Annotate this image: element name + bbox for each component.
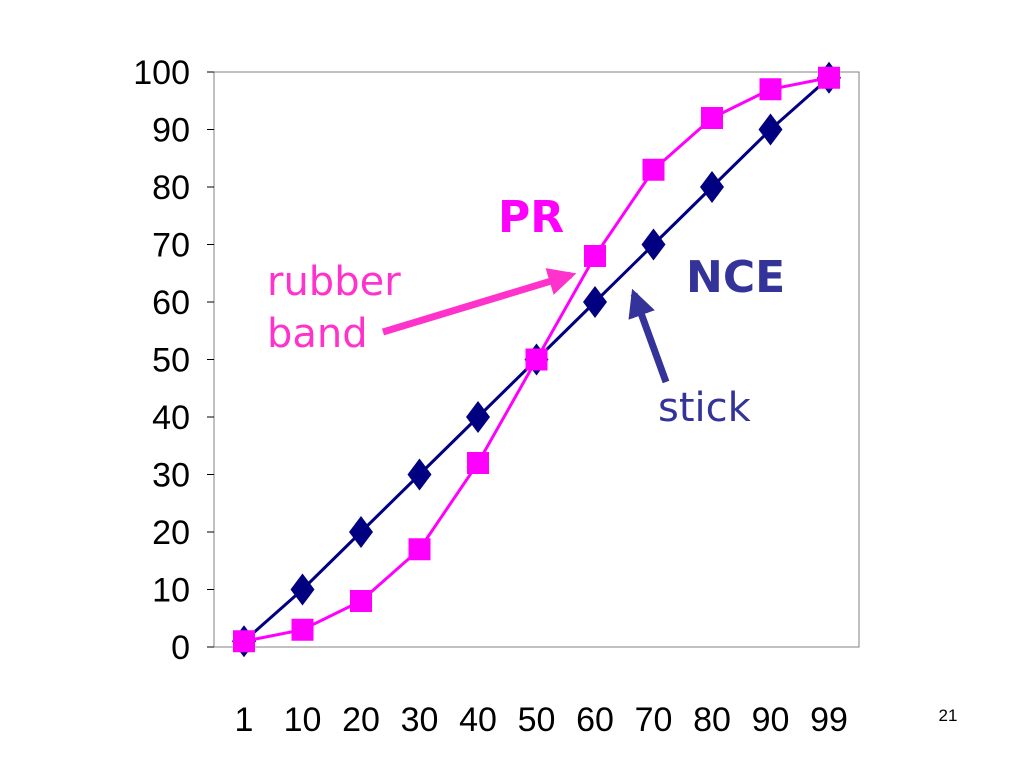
- x-tick-label: 30: [401, 701, 439, 739]
- stick-annotation: stick: [658, 385, 751, 431]
- series-layer: [232, 61, 841, 658]
- x-tick-label: 60: [576, 701, 614, 739]
- x-tick-label: 1: [235, 701, 254, 739]
- data-point-pr: [291, 618, 314, 641]
- y-tick-label: 30: [152, 457, 190, 495]
- y-tick-label: 100: [133, 54, 190, 92]
- data-point-nce: [758, 113, 783, 146]
- x-tick-label: 80: [693, 701, 731, 739]
- x-tick-label: 40: [459, 701, 497, 739]
- data-point-pr: [233, 630, 255, 653]
- data-point-pr: [642, 158, 665, 181]
- x-tick-label: 20: [342, 701, 380, 739]
- pr-annotation: PR: [498, 192, 565, 243]
- y-tick-label: 10: [152, 572, 190, 610]
- data-point-pr: [701, 107, 723, 129]
- data-point-pr: [467, 452, 489, 474]
- rubber-band-arrow: [381, 268, 577, 336]
- data-point-nce: [290, 573, 315, 606]
- x-tick-label: 50: [518, 701, 556, 739]
- data-point-pr: [525, 348, 548, 371]
- x-tick-label: 70: [635, 701, 673, 739]
- y-tick-label: 70: [152, 227, 190, 265]
- y-tick-label: 90: [152, 112, 190, 150]
- x-axis: 1 10 20 30 40 50 60 70 80 90 99: [235, 701, 848, 739]
- y-tick-label: 0: [171, 629, 190, 667]
- y-tick-label: 80: [152, 169, 190, 207]
- page-number: 21: [938, 706, 958, 725]
- y-tick-label: 20: [152, 514, 190, 552]
- y-tick-label: 60: [152, 284, 190, 322]
- rubber-band-annotation: rubber band: [267, 259, 401, 357]
- data-point-nce: [407, 458, 432, 491]
- y-tick-label: 50: [152, 342, 190, 380]
- data-point-pr: [584, 245, 606, 267]
- x-tick-label: 10: [284, 701, 322, 739]
- data-point-nce: [700, 171, 724, 203]
- nce-annotation: NCE: [686, 252, 786, 303]
- data-point-nce: [583, 286, 607, 318]
- data-point-pr: [408, 538, 431, 561]
- stick-arrow: [628, 288, 670, 384]
- data-point-pr: [818, 66, 840, 89]
- data-point-nce: [466, 401, 490, 433]
- x-tick-label: 99: [810, 701, 848, 739]
- data-point-pr: [759, 78, 782, 101]
- y-tick-label: 40: [152, 399, 190, 437]
- data-point-nce: [641, 228, 666, 261]
- data-point-nce: [349, 516, 373, 548]
- x-tick-label: 90: [752, 701, 790, 739]
- y-axis: 0 10 20 30 40 50 60 70 80 90 100: [133, 54, 214, 667]
- data-point-pr: [350, 590, 372, 612]
